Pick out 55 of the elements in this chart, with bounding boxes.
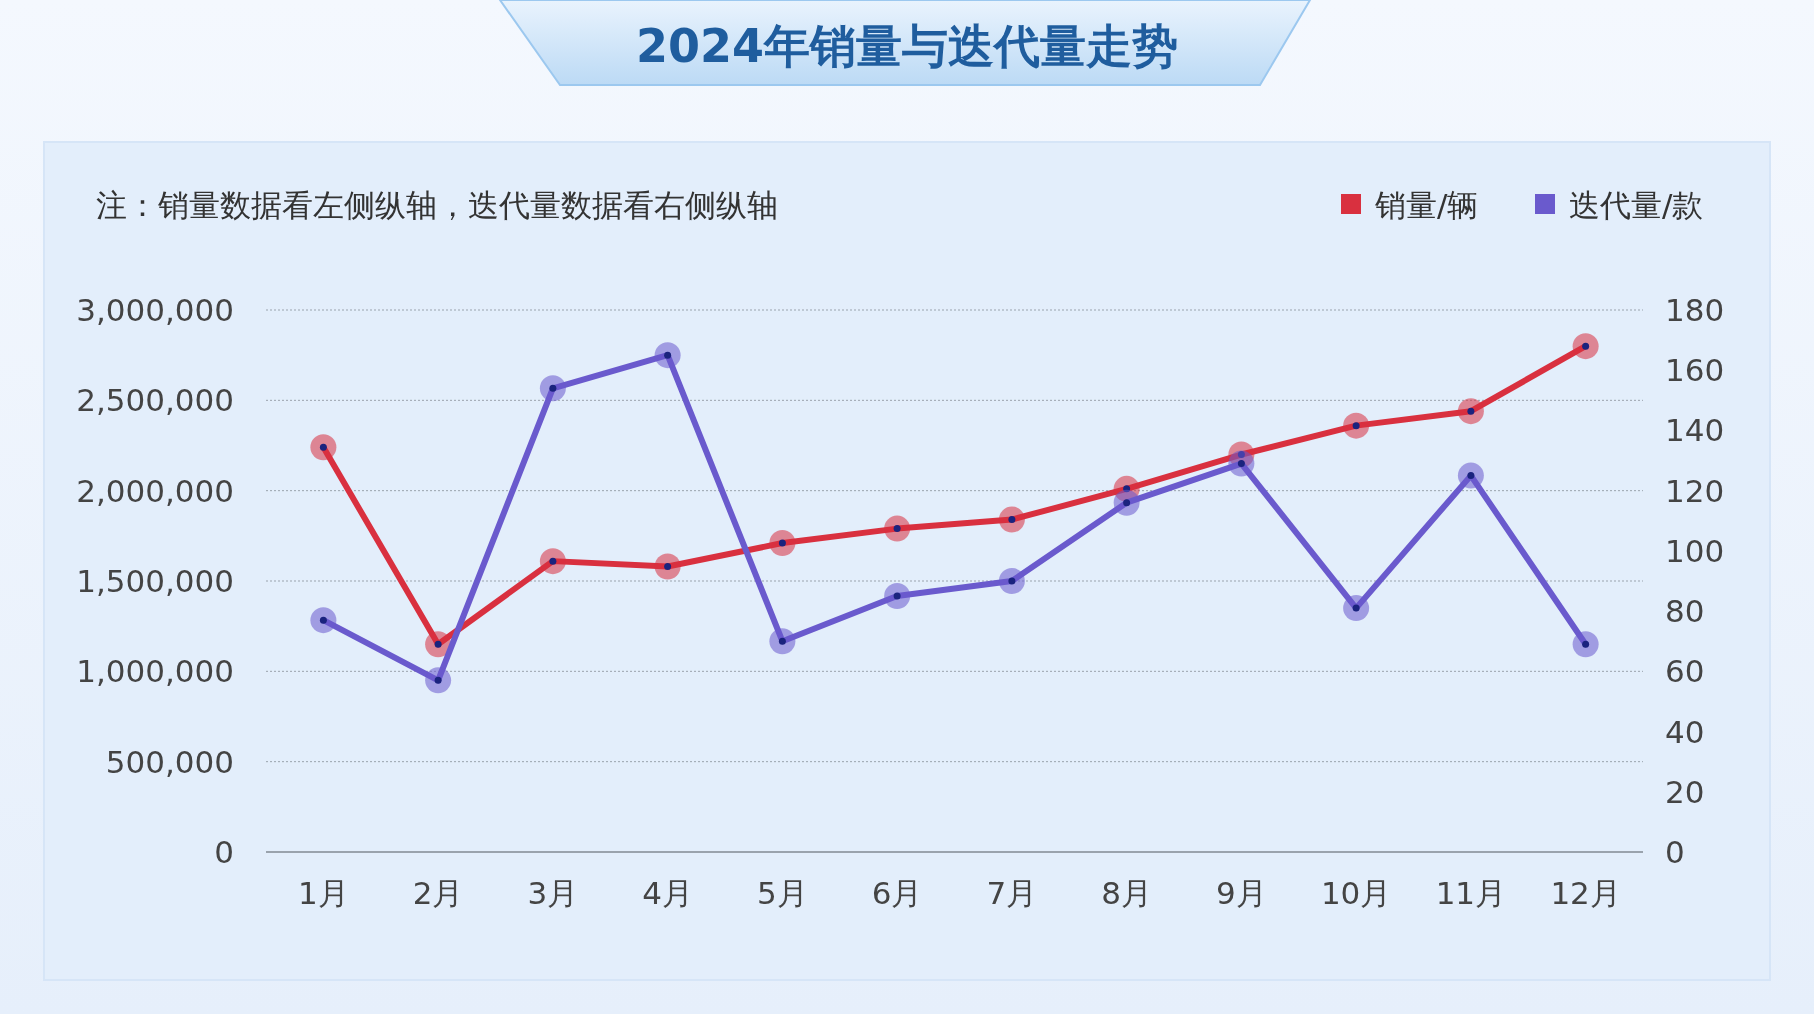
y-tick-label: 2,000,000 (76, 472, 234, 509)
x-tick-label: 10月 (1320, 875, 1392, 911)
point (1457, 462, 1484, 489)
x-tick-label: 1月 (298, 875, 349, 911)
point (539, 375, 566, 402)
y-tick-label: 500,000 (105, 743, 234, 780)
point (1572, 333, 1599, 360)
point (998, 568, 1025, 594)
x-tick-label: 11月 (1435, 875, 1507, 911)
y2-tick-label: 120 (1665, 472, 1725, 509)
point (425, 667, 452, 694)
chart-title: 2024年销量与迭代量走势 (635, 19, 1179, 73)
point (310, 607, 337, 634)
legend-label: 迭代量/款 (1569, 187, 1704, 223)
y2-tick-label: 60 (1665, 653, 1705, 690)
point (998, 506, 1025, 533)
text: 注：销量数据看左侧纵轴，迭代量数据看右侧纵轴 (96, 187, 778, 223)
y-tick-label: 1,000,000 (76, 653, 234, 690)
point (1113, 489, 1140, 516)
y2-tick-label: 100 (1665, 532, 1725, 569)
y2-tick-label: 140 (1665, 412, 1725, 449)
point (425, 631, 452, 658)
point (769, 530, 796, 557)
point (539, 548, 566, 575)
y-tick-label: 2,500,000 (76, 382, 234, 419)
point (310, 434, 337, 461)
point (1572, 631, 1599, 658)
point (1343, 412, 1370, 439)
y2-tick-label: 160 (1665, 352, 1725, 389)
x-tick-label: 6月 (871, 875, 923, 911)
y2-tick-label: 40 (1665, 713, 1705, 750)
x-tick-label: 8月 (1101, 875, 1152, 911)
y-tick-label: 1,500,000 (76, 563, 234, 599)
point (884, 583, 911, 610)
point (769, 628, 796, 655)
x-tick-label: 12月 (1550, 875, 1621, 911)
point (884, 515, 911, 542)
y2-tick-label: 180 (1665, 292, 1725, 328)
point (1228, 450, 1255, 477)
x-tick-label: 2月 (412, 875, 464, 911)
x-tick-label: 9月 (1216, 875, 1267, 911)
legend-label: 销量/辆 (1374, 187, 1479, 223)
point (1343, 595, 1370, 622)
y-tick-label: 3,000,000 (76, 292, 234, 328)
y2-tick-label: 80 (1665, 593, 1705, 630)
x-tick-label: 5月 (757, 875, 808, 911)
y-tick-label: 0 (214, 834, 234, 870)
y2-tick-label: 20 (1665, 773, 1705, 810)
x-tick-label: 7月 (986, 875, 1038, 911)
y2-tick-label: 0 (1665, 834, 1685, 870)
x-tick-label: 3月 (527, 875, 579, 911)
point (654, 553, 681, 580)
point (1457, 398, 1484, 425)
x-tick-label: 4月 (642, 875, 693, 911)
point (654, 342, 681, 369)
